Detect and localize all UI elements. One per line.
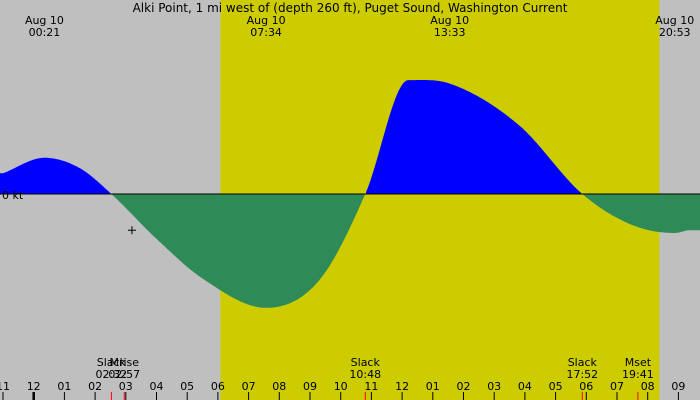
top-event-date: Aug 10 — [655, 14, 694, 27]
flood-area — [0, 157, 112, 194]
bottom-event-label: Mset — [625, 356, 652, 369]
bottom-event-label: Mrise — [109, 356, 139, 369]
flood-area — [366, 80, 583, 194]
hour-tick-label: 09 — [303, 380, 317, 393]
hour-tick-label: 08 — [641, 380, 655, 393]
hour-tick-label: 03 — [487, 380, 501, 393]
hour-tick-label: 02 — [88, 380, 102, 393]
hour-tick-label: 01 — [57, 380, 71, 393]
hour-tick-label: 05 — [549, 380, 563, 393]
top-event-time: 07:34 — [250, 26, 282, 39]
top-event-time: 20:53 — [659, 26, 691, 39]
hour-tick-label: 02 — [457, 380, 471, 393]
hour-tick-label: 12 — [27, 380, 41, 393]
ebb-area — [583, 194, 700, 233]
top-event-date: Aug 10 — [25, 14, 64, 27]
bottom-event-time: 10:48 — [349, 368, 381, 381]
bottom-event-label: Slack — [97, 356, 127, 369]
chart-title: Alki Point, 1 mi west of (depth 260 ft),… — [133, 1, 568, 15]
zero-kt-label: 0 kt — [2, 189, 24, 202]
top-event-time: 00:21 — [29, 26, 61, 39]
top-event-date: Aug 10 — [247, 14, 286, 27]
current-area — [0, 80, 700, 308]
hour-tick-label: 11 — [364, 380, 378, 393]
hour-tick-label: 06 — [211, 380, 225, 393]
hour-tick-label: 03 — [119, 380, 133, 393]
hour-tick-label: 04 — [150, 380, 164, 393]
bottom-event-time: 02:57 — [108, 368, 140, 381]
hour-tick-label: 05 — [180, 380, 194, 393]
hour-tick-label: 04 — [518, 380, 532, 393]
top-event-time: 13:33 — [434, 26, 466, 39]
hour-tick-label: 10 — [334, 380, 348, 393]
hour-tick-label: 09 — [671, 380, 685, 393]
bottom-event-time: 19:41 — [622, 368, 654, 381]
bottom-events: Slack02:32Mrise02:57Slack10:48Slack17:52… — [96, 356, 654, 400]
bottom-event-label: Slack — [351, 356, 381, 369]
bottom-event-time: 02:32 — [96, 368, 128, 381]
bottom-event-time: 17:52 — [566, 368, 598, 381]
hour-tick-label: 08 — [272, 380, 286, 393]
hour-tick-label: 06 — [579, 380, 593, 393]
hour-ticks: 11 12 01 02 03 04 05 06 07 08 09 10 11 12 01 02 03 04 05 06… — [0, 380, 685, 400]
hour-tick-label: 07 — [242, 380, 256, 393]
hour-tick-label: 11 — [0, 380, 10, 393]
hour-tick-label: 12 — [395, 380, 409, 393]
hour-tick-label: 07 — [610, 380, 624, 393]
ebb-area — [112, 194, 366, 308]
cursor-mark — [127, 226, 136, 235]
hour-tick-label: 01 — [426, 380, 440, 393]
bottom-event-label: Slack — [568, 356, 598, 369]
top-event-date: Aug 10 — [430, 14, 469, 27]
